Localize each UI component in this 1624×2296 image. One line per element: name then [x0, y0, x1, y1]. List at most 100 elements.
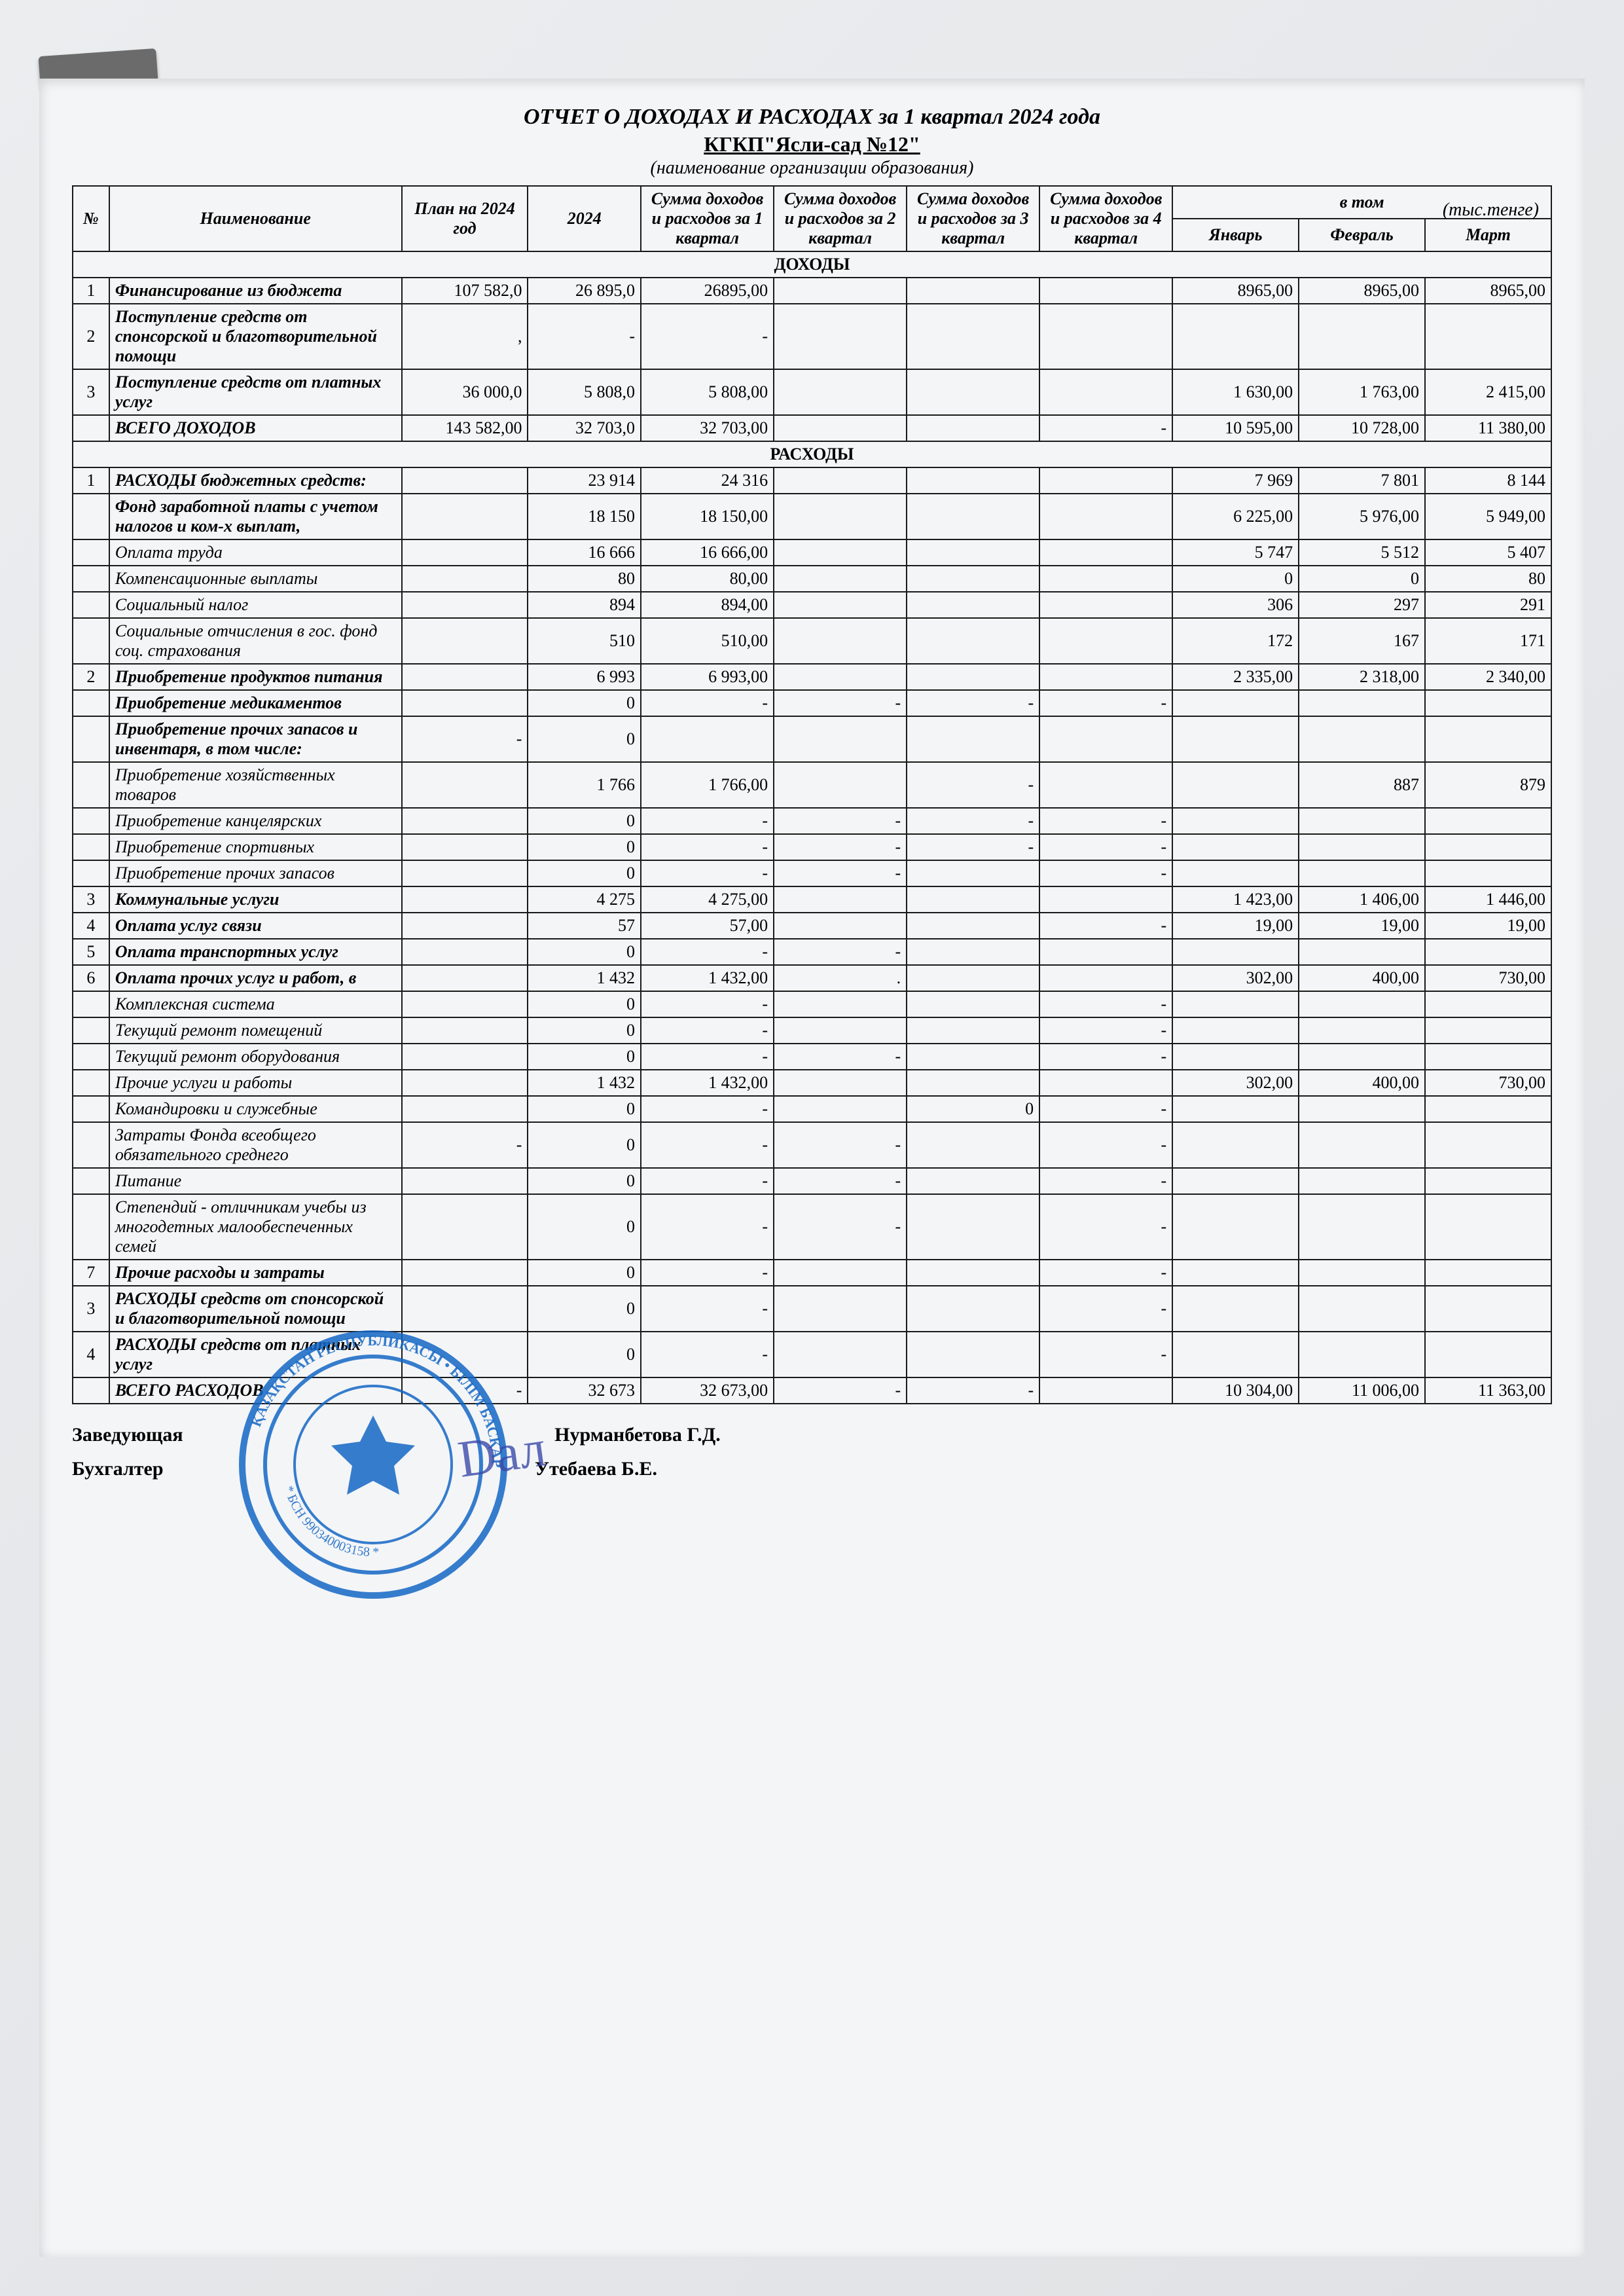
table-cell — [907, 913, 1039, 939]
table-cell: - — [1039, 1332, 1172, 1377]
table-cell — [774, 913, 907, 939]
table-cell — [907, 1070, 1039, 1096]
table-row: 1РАСХОДЫ бюджетных средств: 23 91424 316… — [73, 467, 1551, 494]
table-cell — [1425, 304, 1551, 369]
table-cell: 143 582,00 — [402, 415, 528, 441]
table-cell: 4 — [73, 913, 109, 939]
table-cell: 5 407 — [1425, 539, 1551, 566]
table-cell: - — [1039, 690, 1172, 716]
table-cell: Социальные отчисления в гос. фонд соц. с… — [109, 618, 402, 664]
table-row: Приобретение медикаментов 0---- — [73, 690, 1551, 716]
table-cell: - — [1039, 1260, 1172, 1286]
table-cell: - — [641, 1168, 774, 1194]
table-cell — [1039, 716, 1172, 762]
table-cell — [73, 808, 109, 834]
table-cell: ВСЕГО РАСХОДОВ — [109, 1377, 402, 1404]
table-cell — [774, 304, 907, 369]
table-cell — [907, 415, 1039, 441]
table-cell: 6 993 — [528, 664, 641, 690]
report-title: ОТЧЕТ О ДОХОДАХ И РАСХОДАХ за 1 квартал … — [72, 105, 1552, 130]
table-row: Приобретение канцелярских 0---- — [73, 808, 1551, 834]
table-cell: - — [907, 762, 1039, 808]
table-cell — [774, 415, 907, 441]
table-cell — [1425, 1044, 1551, 1070]
table-cell: 7 801 — [1299, 467, 1425, 494]
table-cell — [1299, 716, 1425, 762]
table-cell — [73, 762, 109, 808]
table-cell — [1039, 539, 1172, 566]
table-cell — [1039, 939, 1172, 965]
table-cell: Прочие услуги и работы — [109, 1070, 402, 1096]
table-cell: Финансирование из бюджета — [109, 278, 402, 304]
table-cell — [73, 860, 109, 886]
table-cell: 26 895,0 — [528, 278, 641, 304]
table-cell — [1425, 1194, 1551, 1260]
table-cell — [907, 1286, 1039, 1332]
table-cell — [641, 716, 774, 762]
table-cell: 1 — [73, 467, 109, 494]
table-cell — [1425, 939, 1551, 965]
table-cell: 0 — [528, 1044, 641, 1070]
table-cell: Прочие расходы и затраты — [109, 1260, 402, 1286]
table-cell: 0 — [528, 808, 641, 834]
table-cell: 0 — [528, 1194, 641, 1260]
table-cell: - — [1039, 834, 1172, 860]
table-cell — [907, 1332, 1039, 1377]
table-cell: 5 808,0 — [528, 369, 641, 415]
table-cell — [402, 965, 528, 991]
table-cell — [907, 592, 1039, 618]
table-cell — [1299, 808, 1425, 834]
table-row: Затраты Фонда всеобщего обязательного ср… — [73, 1122, 1551, 1168]
table-cell — [402, 690, 528, 716]
col-no: № — [73, 186, 109, 251]
table-cell: 5 808,00 — [641, 369, 774, 415]
table-cell — [774, 762, 907, 808]
table-cell: , — [402, 304, 528, 369]
table-cell — [73, 716, 109, 762]
table-cell — [774, 539, 907, 566]
table-cell: 879 — [1425, 762, 1551, 808]
col-q4: Сумма доходов и расходов за 4 квартал — [1039, 186, 1172, 251]
table-cell — [907, 618, 1039, 664]
report-table: № Наименование План на 2024 год 2024 Сум… — [72, 185, 1552, 1404]
table-cell: 0 — [528, 690, 641, 716]
table-cell — [1172, 1122, 1299, 1168]
table-cell — [1039, 1377, 1172, 1404]
table-cell: . — [774, 965, 907, 991]
table-cell — [1425, 1260, 1551, 1286]
table-cell: Текущий ремонт помещений — [109, 1017, 402, 1044]
table-cell: 19,00 — [1299, 913, 1425, 939]
table-cell: - — [1039, 808, 1172, 834]
table-cell: 80 — [1425, 566, 1551, 592]
table-cell — [907, 1122, 1039, 1168]
table-cell: 302,00 — [1172, 1070, 1299, 1096]
table-cell: 11 363,00 — [1425, 1377, 1551, 1404]
table-cell: 0 — [1299, 566, 1425, 592]
table-cell — [402, 913, 528, 939]
table-cell: Оплата транспортных услуг — [109, 939, 402, 965]
table-cell: 32 703,00 — [641, 415, 774, 441]
section-row: ДОХОДЫ — [73, 251, 1551, 278]
table-cell — [1425, 1286, 1551, 1332]
table-cell: - — [1039, 913, 1172, 939]
table-cell: 0 — [528, 939, 641, 965]
table-cell: 107 582,0 — [402, 278, 528, 304]
table-cell — [1039, 762, 1172, 808]
table-cell: 887 — [1299, 762, 1425, 808]
table-cell: 0 — [528, 1017, 641, 1044]
table-cell — [73, 690, 109, 716]
head-label: Заведующая — [72, 1424, 183, 1446]
table-row: 2Поступление средств от спонсорской и бл… — [73, 304, 1551, 369]
table-cell: - — [774, 939, 907, 965]
table-cell: - — [774, 690, 907, 716]
table-cell: Командировки и служебные — [109, 1096, 402, 1122]
table-cell: 23 914 — [528, 467, 641, 494]
table-cell — [1039, 618, 1172, 664]
table-cell — [1299, 1168, 1425, 1194]
table-cell — [73, 1194, 109, 1260]
table-cell — [774, 1017, 907, 1044]
table-row: Приобретение спортивных 0---- — [73, 834, 1551, 860]
col-q2: Сумма доходов и расходов за 2 квартал — [774, 186, 907, 251]
table-cell: - — [641, 991, 774, 1017]
table-cell: 167 — [1299, 618, 1425, 664]
